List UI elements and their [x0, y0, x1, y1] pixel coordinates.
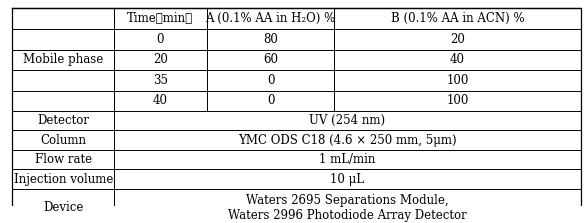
Text: 35: 35 [153, 74, 168, 87]
Text: 80: 80 [263, 33, 278, 46]
Text: Time（min）: Time（min） [127, 12, 193, 25]
Text: 40: 40 [450, 53, 465, 66]
Text: 40: 40 [153, 94, 168, 107]
Text: Column: Column [40, 134, 86, 147]
Text: 100: 100 [446, 74, 469, 87]
Text: 20: 20 [450, 33, 465, 46]
Text: Device: Device [43, 201, 83, 214]
Text: 100: 100 [446, 94, 469, 107]
Text: Injection volume: Injection volume [14, 173, 113, 186]
Text: 0: 0 [267, 94, 274, 107]
Text: Detector: Detector [37, 114, 89, 127]
Text: 0: 0 [156, 33, 164, 46]
Text: Waters 2695 Separations Module,
Waters 2996 Photodiode Array Detector: Waters 2695 Separations Module, Waters 2… [228, 194, 467, 222]
Text: UV (254 nm): UV (254 nm) [309, 114, 386, 127]
Text: 1 mL/min: 1 mL/min [319, 153, 376, 166]
Text: Flow rate: Flow rate [35, 153, 92, 166]
Text: 10 μL: 10 μL [330, 173, 365, 186]
Text: Mobile phase: Mobile phase [23, 53, 103, 66]
Text: 20: 20 [153, 53, 168, 66]
Text: B (0.1% AA in ACN) %: B (0.1% AA in ACN) % [391, 12, 524, 25]
Text: YMC ODS C18 (4.6 × 250 mm, 5μm): YMC ODS C18 (4.6 × 250 mm, 5μm) [238, 134, 457, 147]
Text: 60: 60 [263, 53, 278, 66]
Text: 0: 0 [267, 74, 274, 87]
Text: A (0.1% AA in H₂O) %: A (0.1% AA in H₂O) % [205, 12, 336, 25]
